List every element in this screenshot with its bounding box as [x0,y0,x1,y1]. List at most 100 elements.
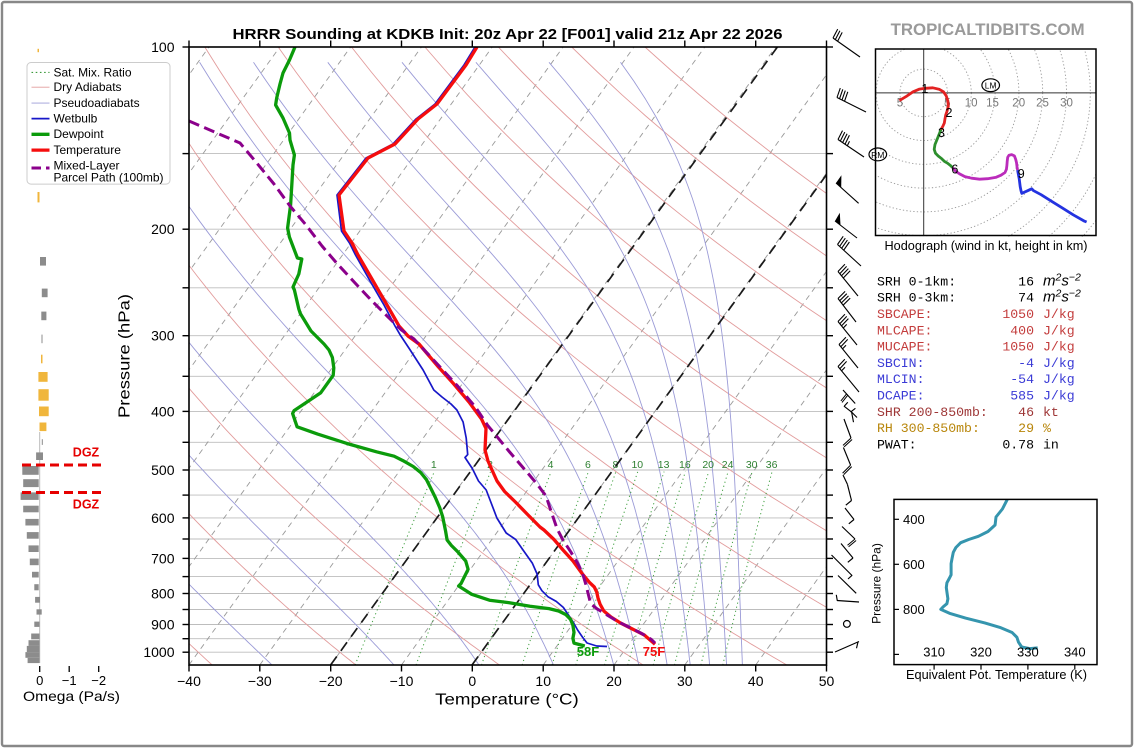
svg-text:-54: -54 [1010,372,1034,387]
svg-text:0.78: 0.78 [1002,437,1034,452]
svg-text:30: 30 [677,673,693,689]
svg-text:40: 40 [748,673,764,689]
svg-text:20: 20 [1012,97,1025,109]
svg-text:5: 5 [897,97,903,109]
svg-text:TROPICALTIDBITS.COM: TROPICALTIDBITS.COM [891,20,1085,39]
svg-text:1050: 1050 [1002,307,1034,322]
svg-text:20: 20 [606,673,622,689]
svg-text:Mixed-Layer: Mixed-Layer [54,158,120,172]
svg-text:−1: −1 [62,673,77,688]
svg-text:46: 46 [1018,405,1034,420]
svg-text:10: 10 [965,97,978,109]
svg-text:100: 100 [151,39,175,55]
svg-text:Pseudoadiabats: Pseudoadiabats [54,96,140,110]
svg-text:75F: 75F [643,644,665,659]
svg-text:10: 10 [535,673,551,689]
svg-text:0: 0 [468,673,476,689]
svg-text:−10: −10 [390,673,414,689]
svg-text:Parcel Path (100mb): Parcel Path (100mb) [54,171,164,185]
svg-text:Pressure (hPa): Pressure (hPa) [117,294,134,418]
svg-text:200: 200 [151,221,175,237]
svg-text:Temperature (°C): Temperature (°C) [435,691,579,708]
svg-text:J/kg: J/kg [1043,340,1075,355]
svg-text:kt: kt [1043,405,1059,420]
svg-text:RH 300-850mb:: RH 300-850mb: [877,421,980,436]
svg-text:3: 3 [938,126,945,140]
svg-text:RM: RM [871,150,884,160]
svg-text:PWAT:: PWAT: [877,437,917,452]
svg-text:Equivalent Pot. Temperature (K: Equivalent Pot. Temperature (K) [906,667,1087,682]
svg-text:J/kg: J/kg [1043,323,1075,338]
svg-text:DGZ: DGZ [73,498,100,512]
svg-text:800: 800 [903,602,925,617]
svg-text:16: 16 [679,459,691,471]
svg-text:Omega (Pa/s): Omega (Pa/s) [23,688,120,704]
svg-text:Wetbulb: Wetbulb [54,112,98,126]
svg-text:700: 700 [151,550,175,566]
svg-text:29: 29 [1018,421,1034,436]
svg-text:1: 1 [921,82,928,96]
svg-text:-4: -4 [1018,356,1034,371]
svg-text:74: 74 [1018,291,1034,306]
svg-text:Dewpoint: Dewpoint [54,127,105,141]
svg-text:25: 25 [1036,97,1049,109]
svg-text:1000: 1000 [143,644,174,660]
svg-text:900: 900 [151,617,175,633]
svg-text:HRRR Sounding at KDKB Init: 20: HRRR Sounding at KDKB Init: 20z Apr 22 [… [233,27,783,43]
svg-text:−20: −20 [319,673,343,689]
svg-text:4: 4 [548,459,554,471]
svg-text:6: 6 [951,162,958,176]
svg-text:Dry Adiabats: Dry Adiabats [54,80,122,94]
svg-text:20: 20 [702,459,714,471]
svg-text:500: 500 [151,462,175,478]
svg-text:16: 16 [1018,274,1034,289]
svg-text:DGZ: DGZ [73,446,100,460]
svg-text:585: 585 [1010,389,1034,404]
svg-text:15: 15 [986,97,999,109]
svg-text:J/kg: J/kg [1043,307,1075,322]
svg-text:J/kg: J/kg [1043,372,1075,387]
svg-text:LM: LM [985,81,997,91]
svg-text:36: 36 [766,459,778,471]
svg-text:1: 1 [431,459,437,471]
svg-text:MLCAPE:: MLCAPE: [877,323,932,338]
svg-text:400: 400 [1010,323,1034,338]
svg-text:SRH 0-3km:: SRH 0-3km: [877,291,956,306]
svg-text:10: 10 [631,459,643,471]
svg-text:SHR 200-850mb:: SHR 200-850mb: [877,405,988,420]
svg-text:800: 800 [151,586,175,602]
svg-text:−2: −2 [91,673,106,688]
svg-text:330: 330 [1017,645,1039,660]
svg-text:13: 13 [658,459,670,471]
svg-text:SRH 0-1km:: SRH 0-1km: [877,274,956,289]
svg-text:300: 300 [151,328,175,344]
svg-text:9: 9 [1018,167,1025,181]
svg-text:Temperature: Temperature [54,143,122,157]
svg-text:1050: 1050 [1002,340,1034,355]
svg-text:58F: 58F [577,644,599,659]
svg-text:J/kg: J/kg [1043,389,1075,404]
svg-text:SBCIN:: SBCIN: [877,356,924,371]
svg-text:DCAPE:: DCAPE: [877,389,924,404]
svg-text:0: 0 [36,673,43,688]
svg-text:600: 600 [903,557,925,572]
svg-text:Hodograph (wind in kt, height: Hodograph (wind in kt, height in km) [885,238,1088,253]
svg-text:600: 600 [151,510,175,526]
svg-text:Pressure (hPa): Pressure (hPa) [870,543,884,624]
svg-text:50: 50 [819,673,835,689]
svg-text:J/kg: J/kg [1043,356,1075,371]
svg-text:400: 400 [903,512,925,527]
svg-text:MUCAPE:: MUCAPE: [877,340,932,355]
svg-text:320: 320 [970,645,992,660]
svg-text:310: 310 [923,645,945,660]
svg-text:30: 30 [1060,97,1073,109]
svg-text:%: % [1043,421,1051,436]
svg-text:MLCIN:: MLCIN: [877,372,924,387]
svg-text:340: 340 [1064,645,1086,660]
svg-text:−30: −30 [248,673,272,689]
svg-text:Sat. Mix. Ratio: Sat. Mix. Ratio [54,65,132,79]
svg-text:−40: −40 [177,673,201,689]
svg-text:2: 2 [946,106,953,120]
svg-text:6: 6 [585,459,591,471]
svg-text:24: 24 [722,459,734,471]
